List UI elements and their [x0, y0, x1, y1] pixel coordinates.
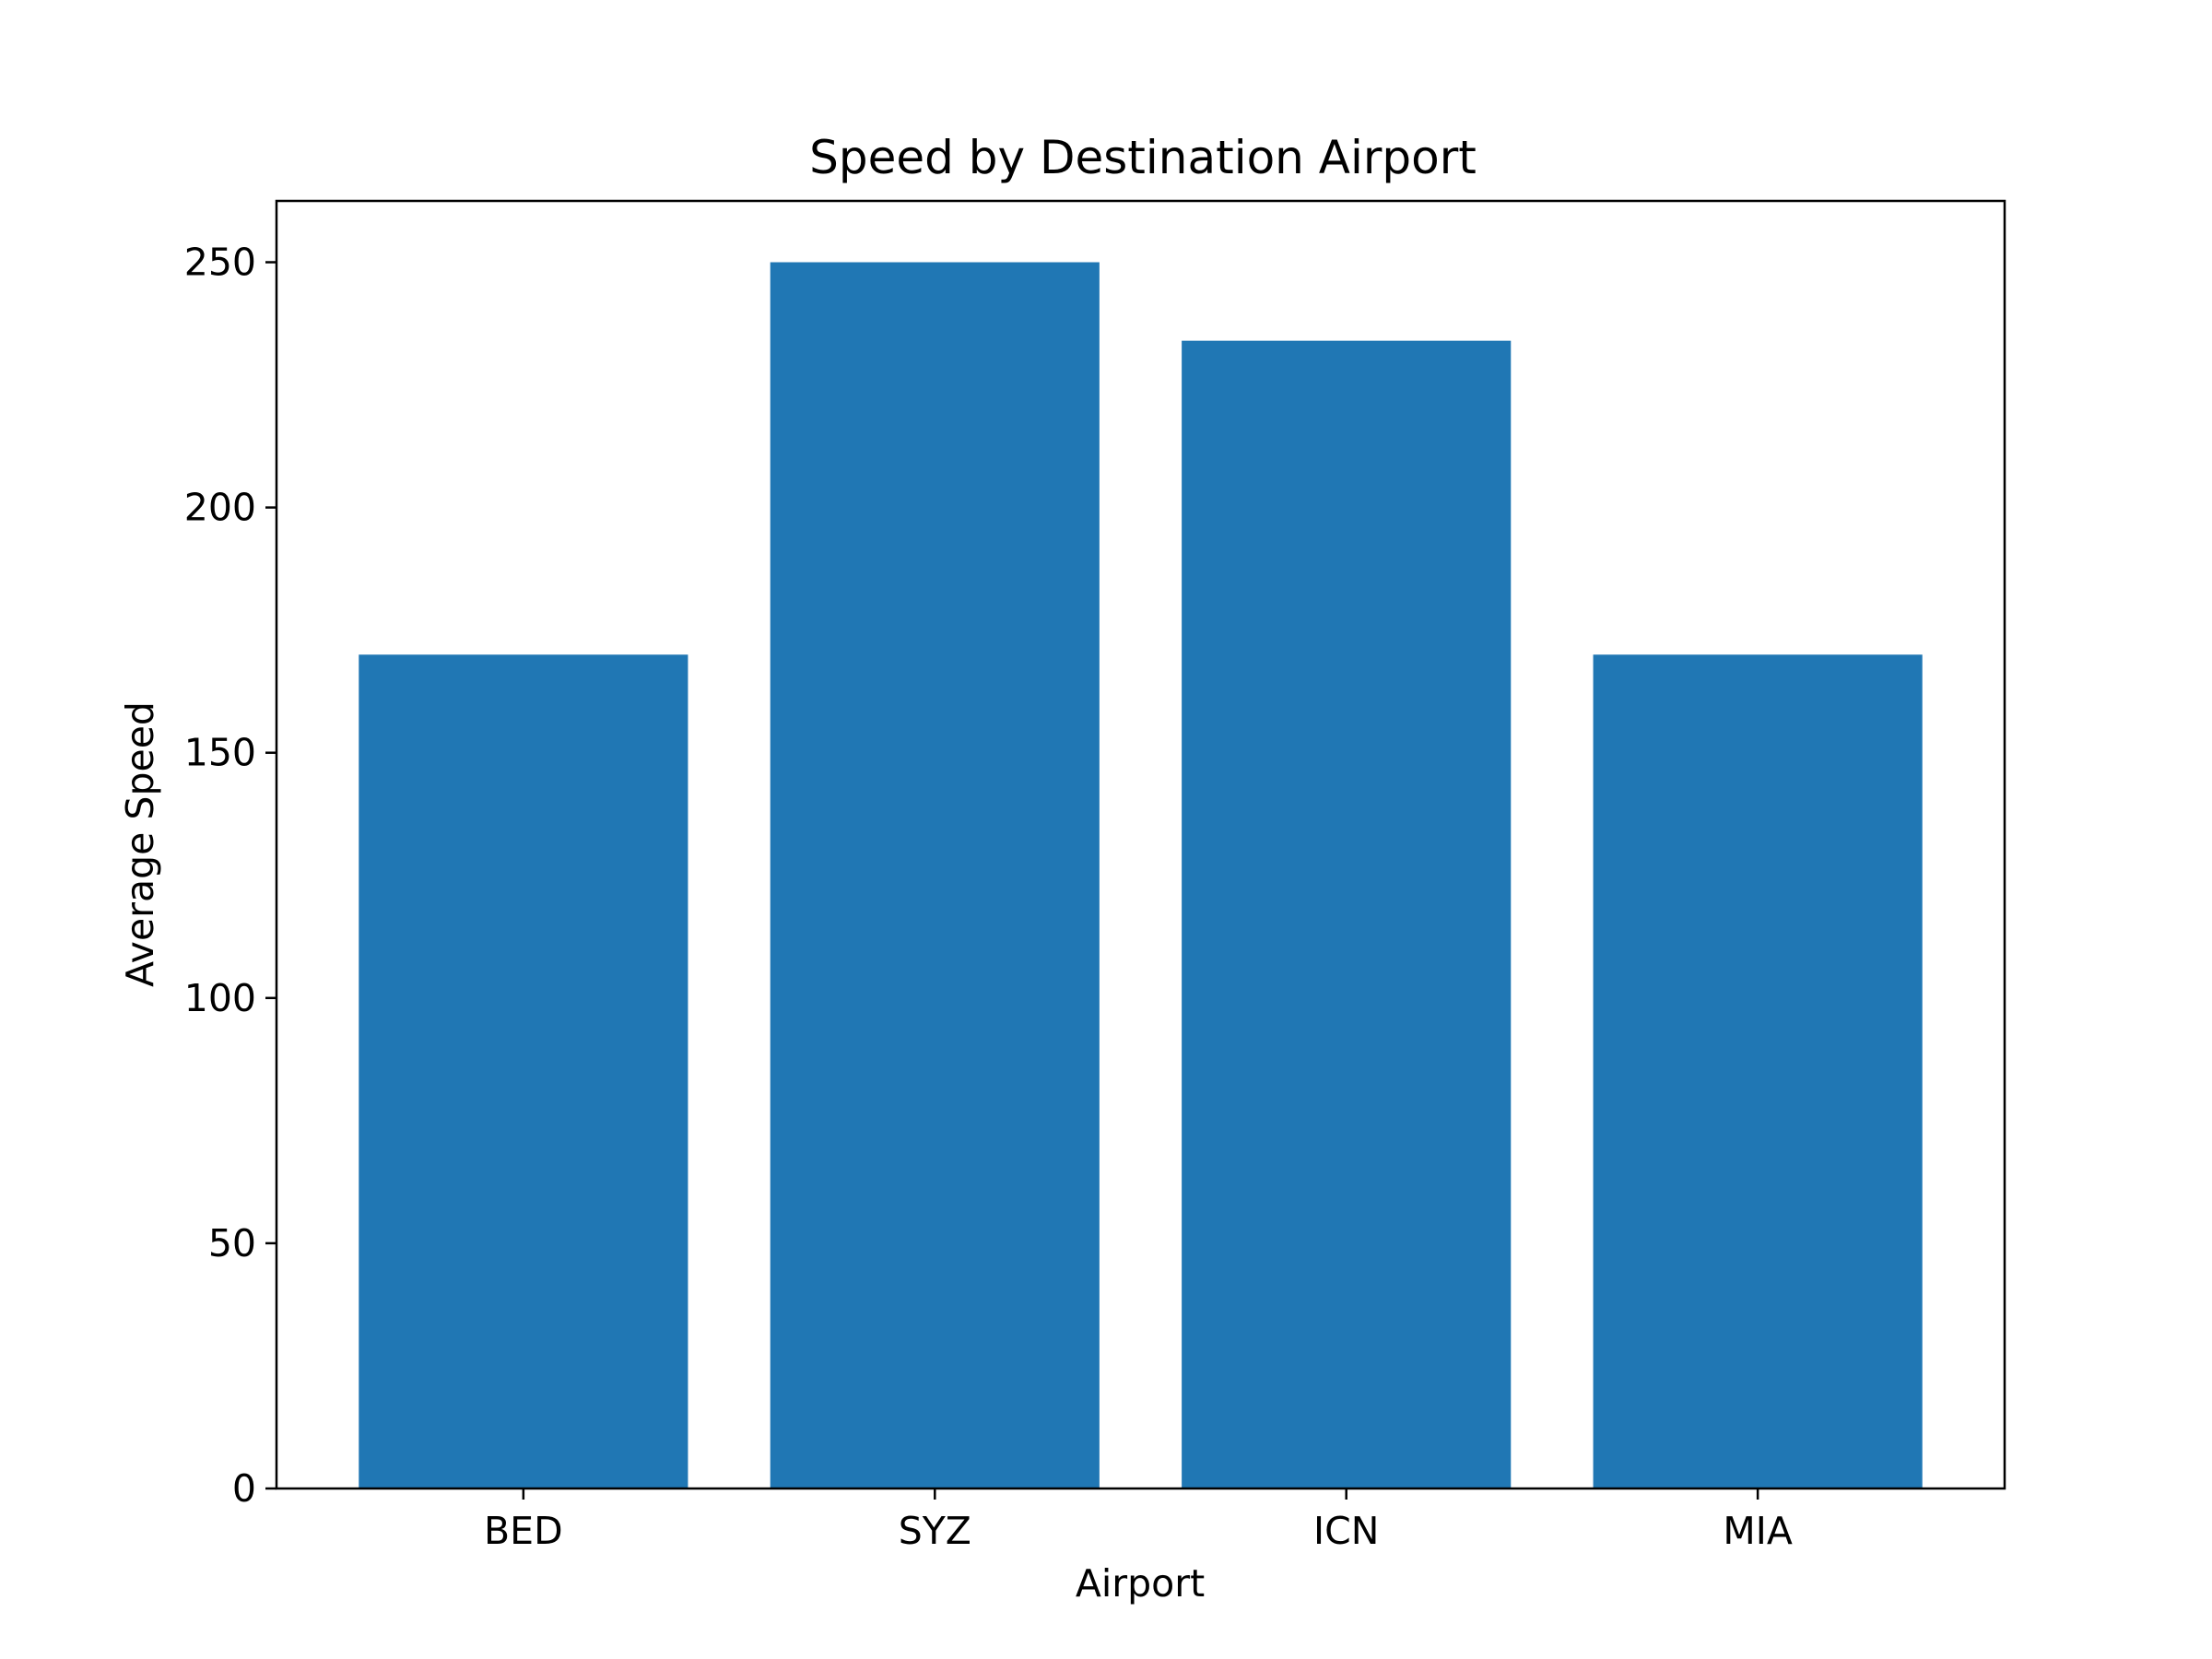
bar-syz	[770, 262, 1100, 1488]
x-axis: BED SYZ ICN MIA	[484, 1488, 1793, 1553]
x-tick-label-mia: MIA	[1723, 1509, 1793, 1553]
y-axis: 0 50 100 150 200 250	[184, 241, 276, 1511]
y-tick-label: 150	[184, 731, 256, 775]
y-axis-label: Average Speed	[118, 701, 162, 987]
x-axis-label: Airport	[1076, 1561, 1205, 1606]
bar-bed	[359, 654, 688, 1488]
y-tick-label: 250	[184, 241, 256, 285]
y-tick-label: 0	[232, 1466, 256, 1511]
bar-mia	[1593, 654, 1923, 1488]
y-tick-label: 100	[184, 976, 256, 1020]
y-tick-label: 50	[208, 1221, 256, 1265]
chart-title: Speed by Destination Airport	[809, 131, 1477, 184]
x-tick-label-icn: ICN	[1313, 1509, 1379, 1553]
bars-group	[359, 262, 1923, 1488]
x-tick-label-syz: SYZ	[899, 1509, 971, 1553]
plot-frame	[275, 199, 2006, 1490]
bar-icn	[1182, 340, 1512, 1488]
y-tick-label: 200	[184, 486, 256, 530]
x-tick-label-bed: BED	[484, 1509, 563, 1553]
